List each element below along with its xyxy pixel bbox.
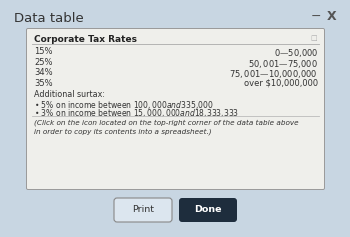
- Text: $0—$50,000: $0—$50,000: [274, 47, 318, 59]
- Text: 34%: 34%: [34, 68, 52, 77]
- Text: X: X: [327, 10, 337, 23]
- Text: Print: Print: [132, 205, 154, 214]
- Text: −: −: [311, 10, 322, 23]
- Text: Additional surtax:: Additional surtax:: [34, 90, 105, 99]
- Text: (Click on the icon located on the top-right corner of the data table above
in or: (Click on the icon located on the top-ri…: [34, 119, 299, 135]
- Text: • 3% on income between $15,000,000 and $18,333,333: • 3% on income between $15,000,000 and $…: [34, 107, 239, 119]
- Text: Data table: Data table: [14, 12, 84, 25]
- FancyBboxPatch shape: [27, 28, 324, 190]
- Text: 35%: 35%: [34, 78, 52, 87]
- Text: □: □: [310, 35, 317, 41]
- FancyBboxPatch shape: [179, 198, 237, 222]
- Text: $75,001—$10,000,000: $75,001—$10,000,000: [229, 68, 318, 80]
- Text: Done: Done: [194, 205, 222, 214]
- Text: Corporate Tax Rates: Corporate Tax Rates: [34, 35, 137, 44]
- Text: 15%: 15%: [34, 47, 52, 56]
- FancyBboxPatch shape: [114, 198, 172, 222]
- Text: • 5% on income between $100,000 and $335,000: • 5% on income between $100,000 and $335…: [34, 99, 214, 111]
- Text: 25%: 25%: [34, 58, 52, 67]
- Text: $50,001—$75,000: $50,001—$75,000: [248, 58, 318, 69]
- Text: over $10,000,000: over $10,000,000: [244, 78, 318, 87]
